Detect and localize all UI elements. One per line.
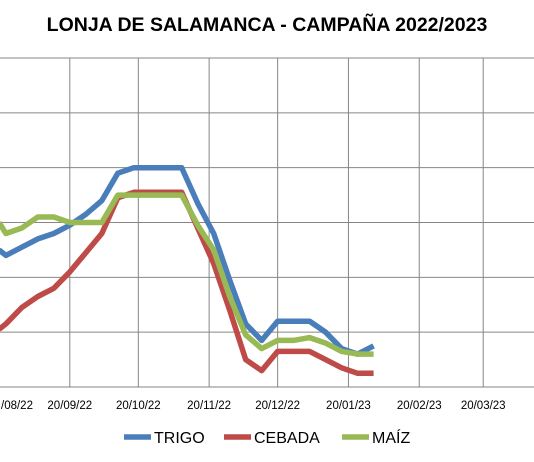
x-tick-label: /08/22	[1, 400, 33, 412]
series-line-1	[0, 189, 374, 377]
chart-legend: TRIGO CEBADA MAÍZ	[124, 428, 410, 447]
x-axis-tick-labels: /08/22 20/09/22 20/10/22 20/11/22 20/12/22 20…	[1, 400, 506, 412]
chart-title: LONJA DE SALAMANCA - CAMPAÑA 2022/2023	[47, 13, 488, 36]
x-tick-label: 20/03/23	[461, 400, 506, 412]
x-tick-label: 20/12/22	[255, 400, 300, 412]
legend-label: TRIGO	[154, 430, 205, 447]
x-tick-label: 20/02/23	[397, 400, 442, 412]
chart-grid	[0, 57, 534, 388]
legend-label: CEBADA	[254, 430, 320, 447]
x-tick-label: 20/01/23	[326, 400, 371, 412]
x-tick-label: 20/10/22	[116, 400, 161, 412]
legend-label: MAÍZ	[372, 428, 410, 447]
x-tick-label: 20/11/22	[187, 400, 231, 412]
series-line-0	[0, 164, 375, 357]
series-line-2	[0, 192, 374, 357]
series-lines	[0, 164, 375, 377]
x-tick-label: 20/09/22	[47, 400, 92, 412]
